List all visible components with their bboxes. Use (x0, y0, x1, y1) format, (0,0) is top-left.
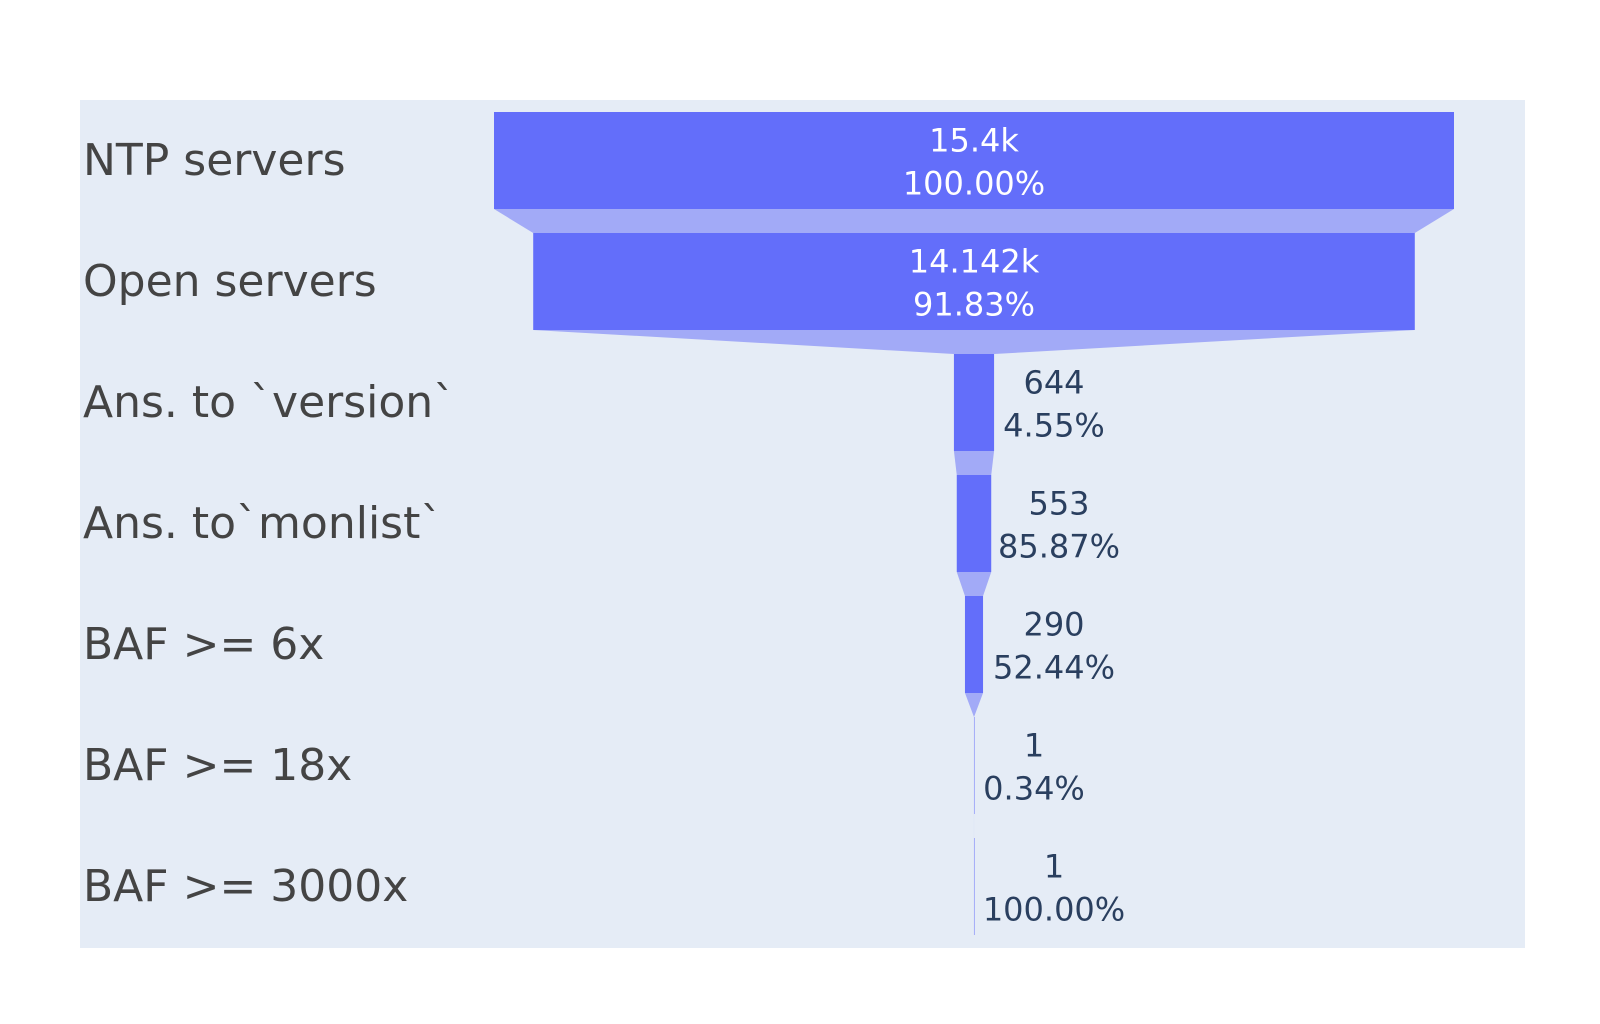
data-label-ntp-servers: 15.4k 100.00% (903, 122, 1045, 203)
percent-label: 100.00% (903, 165, 1045, 203)
category-label-open-servers: Open servers (83, 256, 377, 307)
funnel-bar-baf-18x (973, 717, 975, 814)
percent-label: 91.83% (913, 286, 1035, 324)
percent-label: 85.87% (998, 528, 1120, 566)
value-label: 644 (1023, 364, 1084, 402)
category-axis-labels: NTP servers Open servers Ans. to `version`… (83, 135, 455, 912)
category-label-ans-to-version: Ans. to `version` (83, 377, 455, 428)
value-label: 1 (1044, 848, 1064, 886)
percent-label: 100.00% (983, 891, 1125, 929)
category-label-ans-to-monlist: Ans. to`monlist` (83, 498, 442, 549)
funnel-bar-baf-3000x (973, 838, 975, 935)
percent-label: 52.44% (993, 649, 1115, 687)
category-label-baf-18x: BAF >= 18x (83, 740, 352, 791)
funnel-connector-2 (533, 330, 1415, 354)
data-label-baf-3000x: 1 100.00% (983, 848, 1125, 929)
data-label-baf-18x: 1 0.34% (983, 727, 1085, 808)
data-label-open-servers: 14.142k 91.83% (909, 243, 1040, 324)
funnel-bars (494, 112, 1454, 935)
funnel-connector-4 (956, 572, 992, 596)
funnel-bar-baf-6x (964, 596, 984, 693)
value-label: 1 (1024, 727, 1044, 765)
data-labels: 15.4k 100.00% 14.142k 91.83% 644 4.55% 553 85.8… (903, 122, 1125, 929)
category-label-baf-6x: BAF >= 6x (83, 619, 324, 670)
funnel-connector-3 (953, 451, 995, 475)
funnel-bar-open-servers (533, 233, 1415, 330)
category-label-baf-3000x: BAF >= 3000x (83, 861, 408, 912)
funnel-connector-5 (964, 693, 984, 717)
value-label: 15.4k (929, 122, 1019, 160)
value-label: 290 (1023, 606, 1084, 644)
data-label-ans-to-version: 644 4.55% (1003, 364, 1105, 445)
value-label: 553 (1028, 485, 1089, 523)
funnel-connector-1 (494, 209, 1454, 233)
funnel-bar-ans-to-version (953, 354, 995, 451)
value-label: 14.142k (909, 243, 1040, 281)
funnel-connectors (494, 209, 1454, 838)
funnel-bar-ntp-servers (494, 112, 1454, 209)
data-label-ans-to-monlist: 553 85.87% (998, 485, 1120, 566)
percent-label: 4.55% (1003, 407, 1105, 445)
percent-label: 0.34% (983, 770, 1085, 808)
category-label-ntp-servers: NTP servers (83, 135, 346, 186)
funnel-bar-ans-to-monlist (956, 475, 992, 572)
data-label-baf-6x: 290 52.44% (993, 606, 1115, 687)
